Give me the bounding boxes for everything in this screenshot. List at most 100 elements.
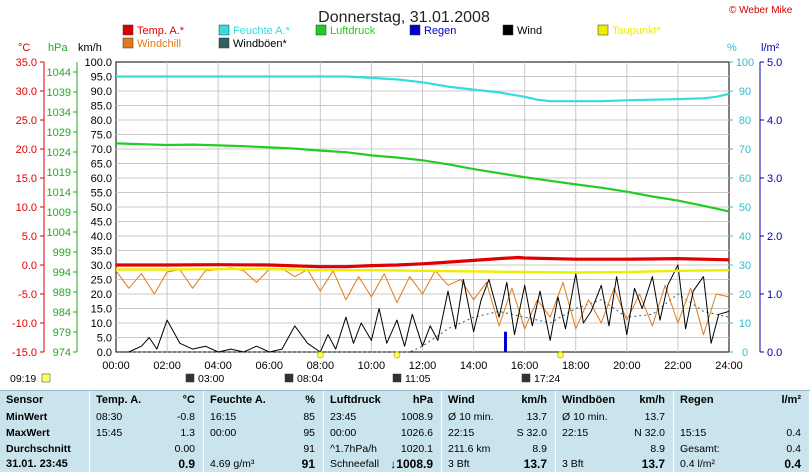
pressure-tick-label: 979	[53, 327, 71, 339]
humidity-value-3: 91	[301, 457, 315, 471]
time-tick-label: 08:00	[307, 360, 335, 372]
sun-mark-label: 09:19	[10, 373, 36, 385]
temp-tick-label: -10.0	[12, 318, 37, 330]
humidity-tick-label: 90	[739, 86, 751, 98]
humidity-tick-label: 60	[739, 173, 751, 185]
legend-label: Temp. A.*	[137, 25, 185, 37]
temp-tick-label: 5.0	[22, 231, 37, 243]
temp-tick-label: 0.0	[22, 260, 37, 272]
humidity-unit: %	[305, 394, 315, 406]
temp-time-1: 15:45	[96, 427, 123, 439]
humidity-value-0: 85	[303, 411, 315, 423]
sun-markers: 09:19 03:00 08:04 11:05 17:24	[10, 351, 564, 385]
legend-swatch	[122, 24, 134, 36]
temp-tick-label: -5.0	[18, 289, 37, 301]
temp-tick-label: 35.0	[16, 57, 37, 69]
gusts-time-3: 3 Bft	[562, 458, 584, 470]
time-tick-label: 20:00	[613, 360, 641, 372]
wind-value-2: 8.9	[532, 443, 547, 455]
wind-header: Wind	[448, 394, 475, 406]
pressure-tick-label: 1004	[47, 227, 71, 239]
sun-icon	[393, 351, 401, 359]
legend-label: Regen	[424, 25, 456, 37]
rain-tick-label: 2.0	[767, 231, 782, 243]
gusts-time-0: Ø 10 min.	[562, 411, 608, 423]
time-tick-label: 24:00	[715, 360, 743, 372]
humidity-tick-label: 10	[739, 318, 751, 330]
sun-icon	[185, 373, 195, 383]
rain-unit: l/m²	[781, 394, 801, 406]
time-tick-label: 04:00	[204, 360, 232, 372]
pressure-tick-label: 1029	[47, 127, 71, 139]
sun-icon	[316, 351, 324, 359]
humidity-value-1: 95	[303, 427, 315, 439]
pressure-tick-label: 989	[53, 287, 71, 299]
pressure-section: Luftdruck hPa 23:45 1008.9 00:00 1026.6 ^1.7hP…	[324, 391, 442, 472]
humidity-tick-label: 50	[739, 202, 751, 214]
time-tick-label: 18:00	[562, 360, 590, 372]
legend-label: Windchill	[137, 38, 181, 50]
rain-tick-label: 1.0	[767, 289, 782, 301]
pressure-time-3: Schneefall	[330, 458, 380, 470]
humidity-tick-label: 30	[739, 260, 751, 272]
time-tick-label: 16:00	[511, 360, 539, 372]
wind-tick-label: 35.0	[91, 246, 112, 258]
wind-tick-label: 20.0	[91, 289, 112, 301]
humidity-tick-label: 70	[739, 144, 751, 156]
temp-value-2: 0.00	[174, 443, 195, 455]
temp-value-0: -0.8	[176, 411, 195, 423]
temp-value-1: 1.3	[180, 427, 195, 439]
sensor-section: Sensor MinWert MaxWert Durchschnitt 31.0…	[0, 391, 90, 472]
gusts-value-2: 8.9	[650, 443, 665, 455]
wind-value-0: 13.7	[526, 411, 547, 423]
sun-mark-label: 03:00	[198, 373, 224, 385]
legend-label: Windböen*	[233, 38, 288, 50]
time-tick-label: 06:00	[255, 360, 283, 372]
row-label-min: MinWert	[6, 411, 48, 423]
sun-icon	[41, 373, 51, 383]
time-tick-label: 12:00	[409, 360, 437, 372]
time-tick-label: 02:00	[153, 360, 181, 372]
wind-tick-label: 75.0	[91, 130, 112, 142]
humidity-section: Feuchte A.% 16:15 85 00:00 95 91 4.69 g/m³ 91	[204, 391, 324, 472]
wind-time-3: 3 Bft	[448, 458, 470, 470]
copyright: © Weber Mike	[729, 5, 793, 16]
axis-ticks: 100.095.090.085.080.075.070.065.060.055.…	[12, 57, 782, 372]
rain-tick-label: 0.0	[767, 347, 782, 359]
pressure-tick-label: 1039	[47, 87, 71, 99]
time-tick-label: 00:00	[102, 360, 130, 372]
pressure-value-3: ↓1008.9	[390, 457, 433, 471]
time-tick-label: 14:00	[460, 360, 488, 372]
series-feuchtea	[116, 75, 730, 103]
legend-swatch	[218, 37, 230, 49]
legend-label: Luftdruck	[330, 25, 376, 37]
legend-swatch	[409, 24, 421, 36]
rain-header: Regen	[680, 394, 714, 406]
wind-tick-label: 40.0	[91, 231, 112, 243]
row-label-max: MaxWert	[6, 427, 50, 439]
wind-unit: km/h	[521, 394, 547, 406]
time-tick-label: 22:00	[664, 360, 692, 372]
wind-time-1: 22:15	[448, 427, 475, 439]
sun-icon	[521, 373, 531, 383]
plot-grid	[115, 61, 730, 353]
temp-tick-label: -15.0	[12, 347, 37, 359]
humidity-tick-label: 100	[736, 57, 754, 69]
rain-section: Regen l/m² 15:15 0.4 Gesamt: 0.4 0.4 l/m² 0.4	[674, 391, 810, 472]
rain-tick-label: 4.0	[767, 115, 782, 127]
pressure-value-0: 1008.9	[400, 411, 433, 423]
rain-value-3: 0.4	[784, 457, 801, 471]
legend-swatch	[218, 24, 230, 36]
wind-tick-label: 45.0	[91, 217, 112, 229]
sensor-header: Sensor	[6, 394, 44, 406]
gusts-value-0: 13.7	[644, 411, 665, 423]
rain-unit: l/m²	[761, 42, 780, 54]
pressure-tick-label: 984	[53, 307, 71, 319]
wind-time-0: Ø 10 min.	[448, 411, 494, 423]
wind-time-2: 211.6 km	[448, 443, 491, 455]
temp-unit: °C	[18, 42, 30, 54]
temp-value-3: 0.9	[178, 457, 195, 471]
sun-icon	[556, 351, 564, 359]
gusts-value-3: 13.7	[641, 457, 665, 471]
pressure-tick-label: 1024	[47, 147, 71, 159]
